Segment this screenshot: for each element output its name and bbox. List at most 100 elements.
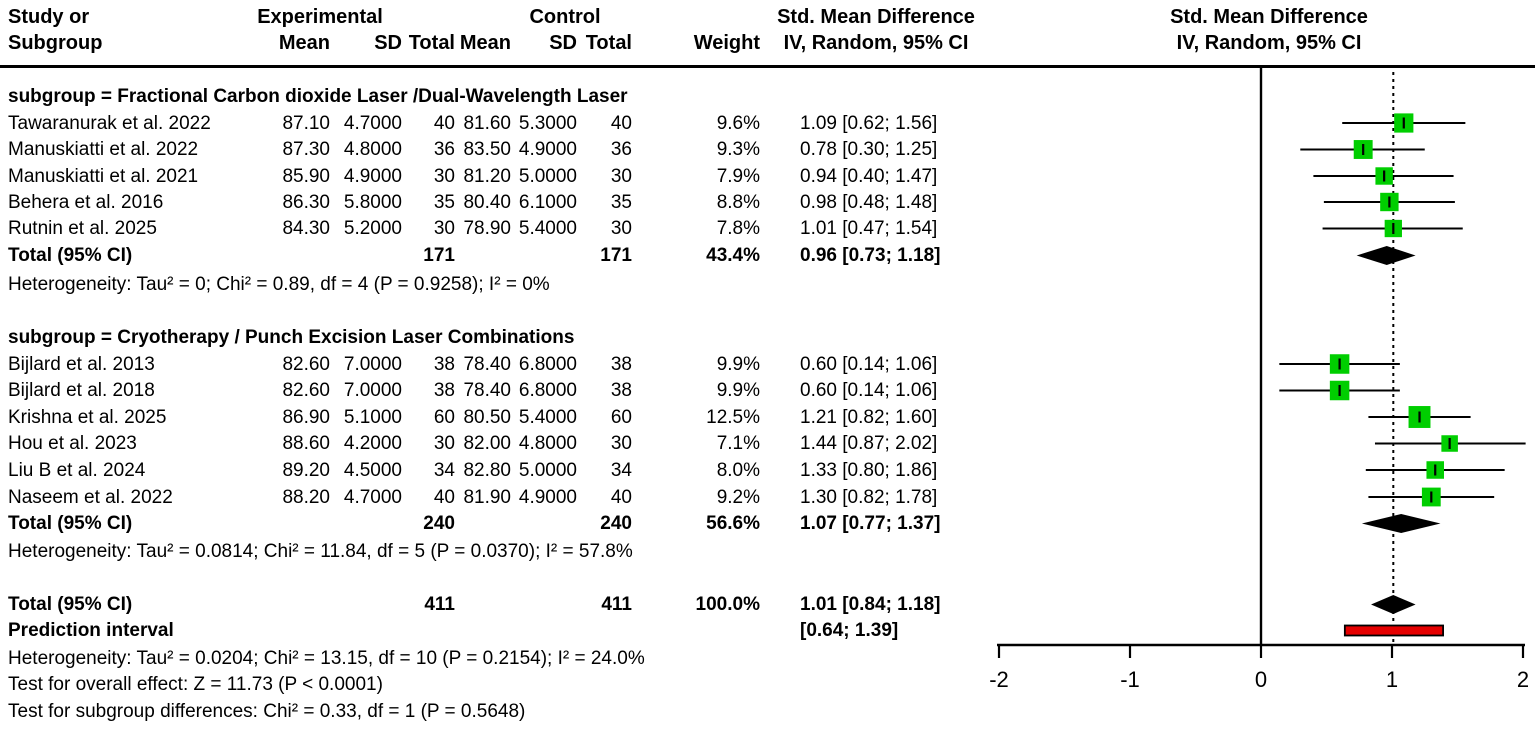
text-row: Heterogeneity: Tau² = 0.0204; Chi² = 13.… (0, 645, 992, 672)
experimental-sd: 4.9000 (343, 165, 402, 187)
weight-value: 8.0% (716, 459, 760, 481)
smd-ci-value: 0.78 [0.30; 1.25] (800, 139, 938, 160)
x-axis-tick-label: 0 (1255, 667, 1267, 692)
weight-value: 43.4% (706, 245, 760, 266)
control-mean: 78.40 (463, 380, 511, 401)
control-mean: 81.60 (463, 112, 511, 134)
subgroup-1-pooled-diamond (1356, 246, 1416, 265)
experimental-total: 30 (433, 165, 455, 187)
experimental-total: 34 (433, 459, 455, 481)
subgroup-2-pooled-diamond (1361, 514, 1441, 533)
experimental-mean: 86.30 (282, 191, 330, 213)
column-header-ctl-mean: Mean (459, 32, 511, 54)
header-divider-line (0, 65, 1535, 68)
row-text: Heterogeneity: Tau² = 0.0204; Chi² = 13.… (8, 647, 645, 669)
smd-ci-value: 1.09 [0.62; 1.56] (800, 112, 938, 134)
text-row: Heterogeneity: Tau² = 0; Chi² = 0.89, df… (0, 271, 992, 298)
control-total: 411 (601, 594, 632, 615)
plot-header-smd-line1: Std. Mean Difference (1170, 6, 1368, 28)
study-label: Rutnin et al. 2025 (8, 218, 157, 239)
total-label: Total (95% CI) (8, 245, 133, 266)
overall-pooled-diamond (1371, 595, 1416, 614)
row-text: Heterogeneity: Tau² = 0; Chi² = 0.89, df… (8, 273, 550, 295)
study-label: Tawaranurak et al. 2022 (8, 112, 211, 134)
control-sd: 5.0000 (518, 165, 577, 187)
weight-value: 100.0% (695, 594, 760, 615)
weight-value: 9.3% (716, 139, 760, 160)
control-total: 240 (600, 513, 632, 534)
experimental-mean: 86.90 (282, 406, 330, 428)
control-total: 40 (610, 112, 632, 134)
study-label: Bijlard et al. 2013 (8, 353, 155, 375)
x-axis-tick-label: -2 (989, 667, 1009, 692)
study-label: Hou et al. 2023 (8, 433, 137, 454)
control-mean: 80.50 (463, 406, 511, 428)
smd-ci-value: 1.01 [0.84; 1.18] (800, 594, 941, 615)
control-sd: 5.0000 (518, 459, 577, 481)
control-mean: 82.00 (463, 433, 511, 454)
control-total: 60 (610, 406, 632, 428)
experimental-total: 38 (433, 380, 455, 401)
experimental-sd: 7.0000 (343, 380, 402, 401)
control-total: 30 (610, 218, 632, 239)
study-label: Liu B et al. 2024 (8, 459, 146, 481)
smd-ci-value: 0.60 [0.14; 1.06] (800, 380, 938, 401)
control-sd: 5.3000 (518, 112, 577, 134)
study-row: Rutnin et al. 2025 84.30 5.2000 30 78.90… (0, 215, 992, 242)
experimental-sd: 4.2000 (343, 433, 402, 454)
smd-ci-value: 1.44 [0.87; 2.02] (800, 433, 938, 454)
weight-value: 7.8% (716, 218, 760, 239)
total-label: Prediction interval (8, 620, 174, 641)
study-row: Tawaranurak et al. 2022 87.10 4.7000 40 … (0, 110, 992, 137)
weight-value: 9.2% (716, 486, 760, 508)
weight-value: 7.1% (716, 433, 760, 454)
column-header-study-line1: Study or (8, 6, 90, 28)
total-row: Total (95% CI) 171 171 43.4% 0.96 [0.73;… (0, 242, 992, 269)
control-sd: 4.9000 (518, 139, 577, 160)
control-sd: 6.8000 (518, 380, 577, 401)
control-mean: 80.40 (463, 191, 511, 213)
total-label: Total (95% CI) (8, 513, 133, 534)
control-sd: 4.8000 (518, 433, 577, 454)
x-axis-tick-label: -1 (1120, 667, 1140, 692)
study-row: Krishna et al. 2025 86.90 5.1000 60 80.5… (0, 404, 992, 431)
experimental-mean: 87.10 (282, 112, 330, 134)
study-label: Manuskiatti et al. 2021 (8, 165, 199, 187)
study-label: Naseem et al. 2022 (8, 486, 173, 508)
smd-ci-value: 0.96 [0.73; 1.18] (800, 245, 941, 266)
prediction-interval-bar (1343, 624, 1444, 637)
smd-ci-value: [0.64; 1.39] (800, 620, 899, 641)
control-total: 40 (610, 486, 632, 508)
control-mean: 78.90 (463, 218, 511, 239)
study-table: subgroup = Fractional Carbon dioxide Las… (0, 86, 992, 723)
smd-ci-value: 1.21 [0.82; 1.60] (800, 406, 938, 428)
control-total: 38 (610, 380, 632, 401)
column-header-study-line2: Subgroup (8, 32, 103, 54)
column-header-ctl-sd: SD (549, 32, 577, 54)
experimental-mean: 88.60 (282, 433, 330, 454)
control-total: 171 (600, 245, 632, 266)
control-sd: 6.8000 (518, 353, 577, 375)
weight-value: 12.5% (706, 406, 760, 428)
experimental-sd: 5.8000 (343, 191, 402, 213)
study-row: Liu B et al. 2024 89.20 4.5000 34 82.80 … (0, 457, 992, 484)
control-total: 34 (610, 459, 632, 481)
experimental-total: 36 (433, 139, 455, 160)
experimental-mean: 88.20 (282, 486, 330, 508)
row-text: subgroup = Cryotherapy / Punch Excision … (8, 326, 575, 348)
smd-ci-value: 1.30 [0.82; 1.78] (800, 486, 938, 508)
column-header-exp-mean: Mean (278, 32, 330, 54)
control-sd: 5.4000 (518, 406, 577, 428)
control-mean: 81.20 (463, 165, 511, 187)
control-mean: 82.80 (463, 459, 511, 481)
text-row: Test for overall effect: Z = 11.73 (P < … (0, 671, 992, 698)
column-header-exp-sd: SD (374, 32, 402, 54)
control-total: 30 (610, 165, 632, 187)
row-text: Test for overall effect: Z = 11.73 (P < … (8, 674, 383, 695)
smd-ci-value: 1.07 [0.77; 1.37] (800, 513, 941, 534)
row-text: Test for subgroup differences: Chi² = 0.… (8, 701, 526, 722)
experimental-total: 38 (433, 353, 455, 375)
study-row: Bijlard et al. 2018 82.60 7.0000 38 78.4… (0, 377, 992, 404)
x-axis-tick-label: 2 (1517, 667, 1529, 692)
